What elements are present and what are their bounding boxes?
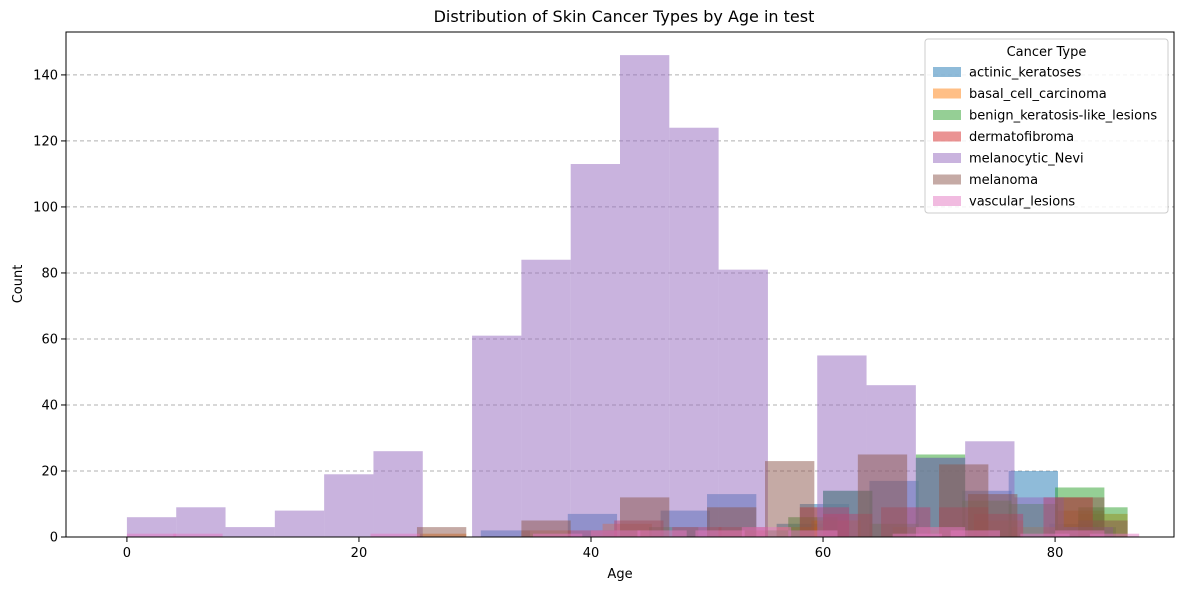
- bar-melanocytic-nevi: [472, 335, 522, 537]
- legend-label-actinic-keratoses: actinic_keratoses: [969, 66, 1082, 81]
- legend-label-dermatofibroma: dermatofibroma: [969, 130, 1074, 145]
- y-tick-label: 140: [33, 68, 58, 83]
- bar-melanocytic-nevi: [718, 269, 768, 537]
- x-tick-label: 20: [351, 546, 368, 561]
- y-axis-label: Count: [11, 265, 26, 304]
- y-tick-label: 60: [41, 332, 58, 347]
- legend-swatch-dermatofibroma: [933, 131, 961, 142]
- x-axis-label: Age: [607, 567, 632, 582]
- y-tick-label: 80: [41, 266, 58, 281]
- bar-melanocytic-nevi: [620, 55, 670, 537]
- bar-melanocytic-nevi: [324, 474, 374, 537]
- bar-melanoma: [857, 454, 908, 537]
- y-tick-label: 40: [41, 398, 58, 413]
- y-axis-ticks: 0 20 40 60 80 100 120 140: [33, 68, 66, 546]
- bar-vascular-lesions: [915, 527, 966, 537]
- x-tick-label: 60: [815, 546, 832, 561]
- bar-vascular-lesions: [788, 530, 838, 537]
- histogram-bars: [126, 55, 1140, 538]
- bar-vascular-lesions: [370, 533, 420, 537]
- legend-swatch-vascular-lesions: [933, 196, 961, 206]
- x-tick-label: 0: [123, 546, 131, 561]
- legend-swatch-basal-cell-carcinoma: [933, 88, 961, 99]
- chart-title: Distribution of Skin Cancer Types by Age…: [434, 7, 815, 26]
- legend-label-benign-keratosis-like-lesions: benign_keratosis-like_lesions: [969, 109, 1157, 124]
- plot-frame: [65, 31, 1175, 538]
- bar-melanocytic-nevi: [570, 164, 620, 538]
- bar-melanoma: [521, 520, 571, 537]
- legend-swatch-melanocytic-nevi: [933, 153, 961, 163]
- bar-vascular-lesions: [1020, 533, 1070, 537]
- bar-melanoma: [765, 461, 815, 537]
- legend-label-basal-cell-carcinoma: basal_cell_carcinoma: [969, 87, 1107, 102]
- y-tick-label: 0: [50, 531, 58, 546]
- bar-vascular-lesions: [1089, 533, 1140, 537]
- legend-swatch-benign-keratosis-like-lesions: [933, 110, 961, 120]
- bar-melanoma: [416, 527, 467, 537]
- legend-box: [924, 38, 1169, 214]
- legend-swatch-melanoma: [933, 174, 961, 185]
- bar-melanoma: [968, 494, 1018, 537]
- bar-vascular-lesions: [1055, 530, 1105, 537]
- y-tick-label: 120: [33, 134, 58, 149]
- x-tick-label: 80: [1047, 546, 1064, 561]
- bar-melanocytic-nevi: [225, 527, 275, 537]
- legend-label-melanoma: melanoma: [969, 173, 1038, 188]
- bar-vascular-lesions: [126, 533, 177, 537]
- legend-label-melanocytic-nevi: melanocytic_Nevi: [969, 152, 1084, 167]
- bar-vascular-lesions: [695, 530, 745, 537]
- bar-vascular-lesions: [532, 533, 583, 537]
- x-tick-label: 40: [583, 546, 600, 561]
- bar-vascular-lesions: [173, 533, 223, 537]
- bar-melanocytic-nevi: [126, 517, 177, 537]
- bar-melanocytic-nevi: [176, 507, 226, 537]
- bar-vascular-lesions: [950, 530, 1000, 537]
- series-vascular-lesions: [126, 527, 1140, 537]
- bar-melanocytic-nevi: [669, 127, 719, 537]
- y-tick-label: 100: [33, 200, 58, 215]
- bar-melanocytic-nevi: [521, 259, 571, 537]
- legend-swatch-actinic-keratoses: [933, 67, 961, 77]
- bar-vascular-lesions: [741, 527, 792, 537]
- bar-vascular-lesions: [637, 530, 687, 537]
- x-axis-ticks: 0 20 40 60 80: [123, 537, 1064, 561]
- y-tick-label: 20: [41, 464, 58, 479]
- legend: Cancer Type actinic_keratoses basal_cell_c…: [924, 38, 1169, 214]
- legend-label-vascular-lesions: vascular_lesions: [969, 195, 1075, 210]
- legend-title: Cancer Type: [1007, 45, 1087, 60]
- bar-melanocytic-nevi: [373, 451, 423, 537]
- bar-melanocytic-nevi: [274, 510, 325, 537]
- bar-vascular-lesions: [590, 530, 641, 537]
